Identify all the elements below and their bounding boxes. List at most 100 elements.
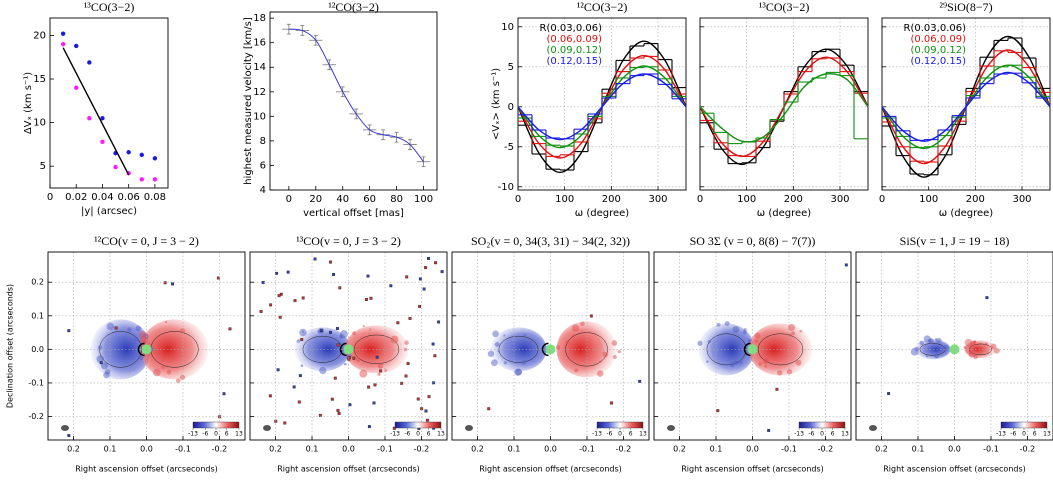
noise-speck [222,392,226,396]
line [288,28,424,163]
emission-clump [317,330,321,334]
noise-speck [319,329,323,333]
point [60,41,66,47]
legend-entry: (0.12,0.15) [910,56,966,67]
panel-title: ²⁹SiO(8−7) [939,0,992,14]
y-tick-label: 0 [508,102,514,113]
x-tick-label: 0 [47,192,53,203]
noise-speck [767,428,771,432]
emission-clump [791,331,796,336]
noise-speck [424,266,428,270]
x-axis-label: Right ascension offset (arcseconds) [681,465,824,474]
noise-speck [373,383,377,387]
x-tick-label: 0.06 [118,192,140,203]
emission-clump [697,340,703,346]
x-tick-label: 100 [919,194,938,205]
fit-line [62,47,130,176]
noise-speck [67,434,71,438]
x-tick-label: 0 [879,194,885,205]
noise-speck [379,369,383,373]
x-tick-label: 0 [697,194,703,205]
y-tick-label: 10 [501,22,514,33]
emission-clump [497,350,500,353]
noise-speck [348,403,352,407]
y-axis-label: <Vₓ> (km s⁻¹) [491,68,502,140]
emission-clump [942,345,950,352]
y-tick-label: -0.2 [28,412,44,421]
emission-clump [572,333,575,337]
noise-speck [283,421,287,425]
y-axis-label: ΔVₓ (km s⁻¹) [23,72,34,134]
emission-clump [369,328,372,331]
noise-speck [228,327,232,331]
emission-clump [753,338,759,344]
colorbar-label: 0 [1022,431,1026,438]
emission-clump [963,345,967,349]
x-tick-label: 100 [555,194,574,205]
emission-clump [758,362,762,366]
x-tick-label: 300 [648,194,667,205]
emission-clump [969,340,976,347]
colorbar-label: 0 [214,431,218,438]
emission-clump [754,332,761,339]
emission-clump [596,370,604,377]
noise-speck [405,275,409,279]
emission-clump [742,330,747,335]
colorbar-label: 0 [820,431,824,438]
noise-speck [422,287,426,291]
x-tick-label: 0.0 [948,445,961,454]
x-tick-label: 0.2 [673,445,686,454]
legend-entry: (0.06,0.09) [910,34,966,45]
noise-speck [292,385,296,389]
beam [465,425,473,431]
plot-frame [269,11,438,191]
x-tick-label: -0.2 [414,445,430,454]
emission-clump [795,359,802,366]
noise-speck [427,395,431,399]
colorbar-label: 13 [235,431,243,438]
emission-clump [296,339,301,343]
emission-clump [729,361,735,368]
emission-clump [97,345,103,350]
colorbar-label: -13 [188,431,198,438]
emission-clump [786,368,793,375]
emission-clump [138,354,144,360]
x-tick-label: -0.1 [579,445,595,454]
emission-clump [390,335,399,344]
emission-clump [140,335,148,343]
noise-speck [406,362,410,366]
noise-speck [259,309,263,313]
noise-speck [369,296,373,300]
noise-speck [716,409,720,413]
emission-clump [571,324,579,332]
emission-clump [707,340,711,344]
blueshifted-emission [294,327,351,372]
x-tick-label: 300 [830,194,849,205]
beam [263,425,271,431]
emission-clump [134,337,139,342]
noise-speck [487,407,491,411]
x-tick-label: 0.02 [65,192,87,203]
emission-clump [574,368,579,373]
noise-speck [99,361,103,365]
emission-clump [777,370,783,376]
emission-clump [362,325,365,328]
noise-speck [216,276,220,280]
emission-clump [706,360,709,363]
emission-clump [993,347,1000,354]
noise-speck [278,315,282,319]
emission-clump [175,378,181,384]
x-tick-label: 0.1 [710,445,723,454]
noise-speck [268,394,272,398]
noise-speck [424,409,428,413]
emission-clump [104,369,111,375]
noise-speck [375,355,379,359]
x-tick-label: 200 [784,194,803,205]
noise-speck [338,286,342,290]
y-tick-label: 6 [260,160,266,171]
noise-speck [269,303,273,307]
x-tick-label: -0.1 [781,445,797,454]
fit-curve [699,72,869,143]
noise-speck [163,281,167,285]
panel-title: ¹²CO(3−2) [328,0,379,14]
